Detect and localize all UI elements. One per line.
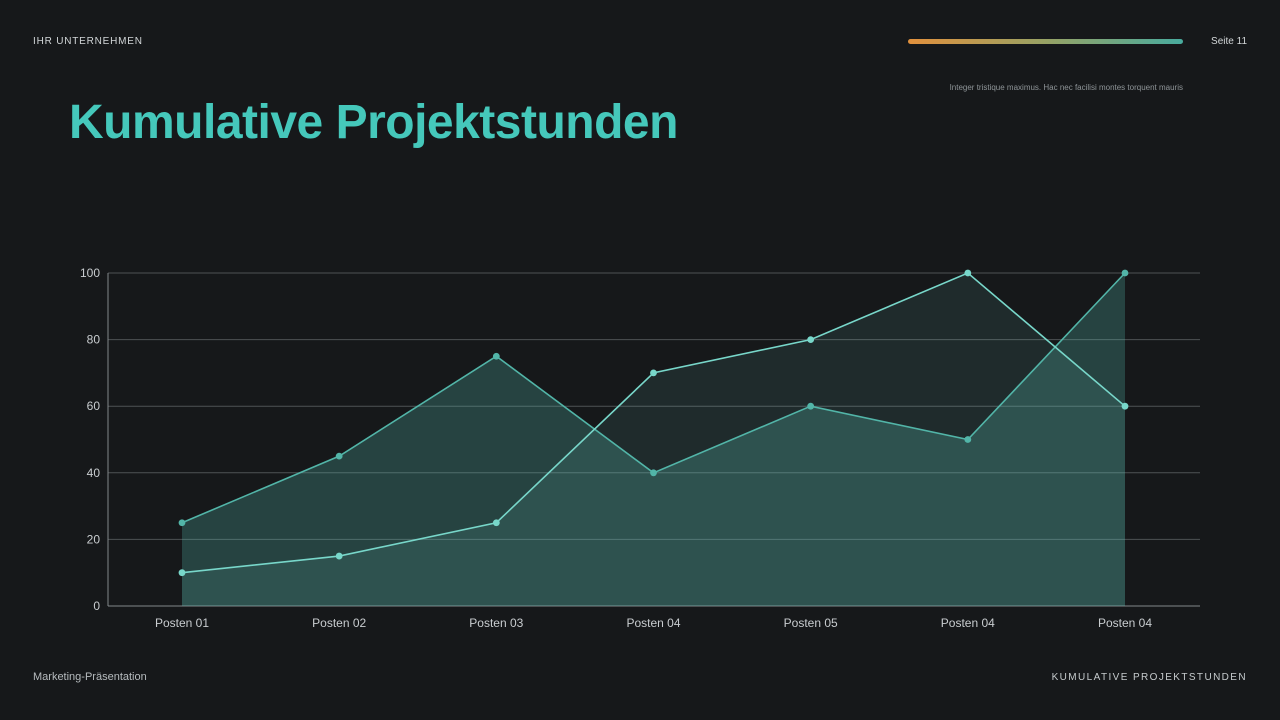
- chart-area-series-1: [182, 273, 1125, 606]
- chart-point: [807, 402, 815, 410]
- x-axis-label: Posten 01: [155, 616, 209, 630]
- chart-point: [178, 519, 186, 527]
- y-axis-label: 80: [87, 333, 101, 347]
- chart-area-series-2: [182, 273, 1125, 606]
- y-axis-label: 100: [80, 266, 100, 280]
- chart-point: [964, 269, 972, 277]
- chart-point: [1121, 269, 1129, 277]
- footer-left-text: Marketing-Präsentation: [33, 671, 147, 683]
- subtitle-text: Integer tristique maximus. Hac nec facil…: [949, 83, 1183, 92]
- chart-point: [650, 369, 657, 377]
- chart-point: [964, 436, 972, 443]
- x-axis-label: Posten 04: [1098, 616, 1152, 630]
- y-axis-label: 20: [87, 532, 101, 546]
- chart-point: [492, 519, 500, 527]
- x-axis-label: Posten 03: [469, 616, 523, 630]
- x-axis-label: Posten 04: [626, 616, 680, 630]
- x-axis-label: Posten 05: [784, 616, 838, 630]
- page-number: Seite 11: [1211, 36, 1247, 47]
- chart-point: [335, 452, 343, 460]
- chart-point: [178, 569, 186, 577]
- company-name: IHR UNTERNEHMEN: [33, 36, 143, 47]
- x-axis-label: Posten 04: [941, 616, 995, 630]
- chart-point: [492, 352, 500, 360]
- chart-point: [335, 552, 343, 560]
- x-axis-label: Posten 02: [312, 616, 366, 630]
- page-title: Kumulative Projektstunden: [69, 96, 678, 149]
- y-axis-label: 0: [93, 599, 100, 613]
- chart-point: [807, 336, 815, 343]
- footer-right-text: KUMULATIVE PROJEKTSTUNDEN: [1051, 672, 1247, 683]
- header-gradient-bar: [908, 39, 1183, 44]
- y-axis-label: 40: [87, 466, 101, 480]
- chart-point: [650, 469, 657, 477]
- y-axis-label: 60: [87, 399, 101, 413]
- chart-point: [1121, 402, 1129, 410]
